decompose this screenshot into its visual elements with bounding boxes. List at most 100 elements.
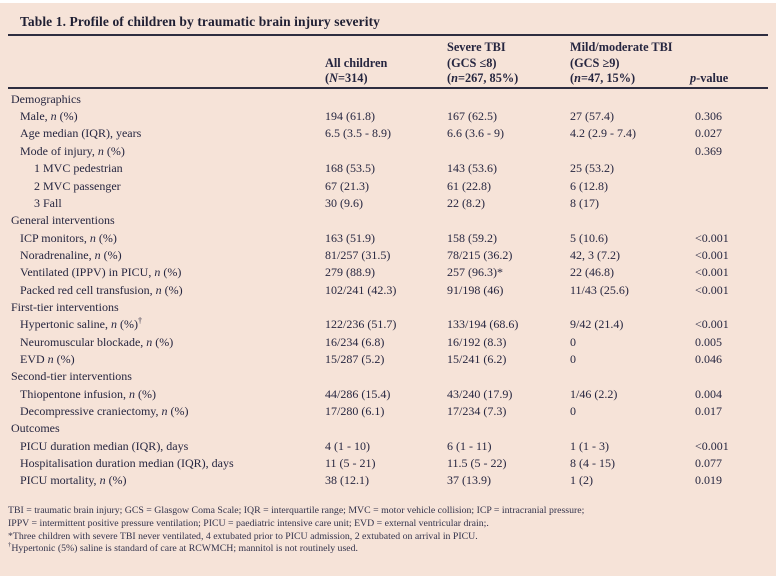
row-label: Noradrenaline, n (%)	[20, 247, 122, 262]
cell-severe-tbi: 257 (96.3)*	[447, 265, 503, 280]
cell-all-children: 122/236 (51.7)	[325, 317, 397, 332]
cell-p-value: 0.005	[695, 334, 722, 349]
section-row: Outcomes	[8, 420, 768, 437]
header-line	[8, 56, 325, 72]
cell-p-value: 0.017	[695, 403, 722, 418]
row-label: EVD n (%)	[20, 351, 75, 366]
table-row: Age median (IQR), years 6.5 (3.5 - 8.9) 6.…	[8, 125, 768, 142]
table-row: Hospitalisation duration median (IQR), d…	[8, 455, 768, 472]
table-header: All children (N=314) Severe TBI (GCS ≤8) (n=…	[8, 40, 768, 87]
cell-all-children	[325, 299, 447, 316]
cell-mild-moderate-tbi	[570, 212, 690, 229]
table-row: 3 Fall 30 (9.6) 22 (8.2) 8 (17)	[8, 195, 768, 212]
row-label: Male, n (%)	[20, 109, 78, 124]
table-row: 1 MVC pedestrian 168 (53.5) 143 (53.6) 25 (…	[8, 160, 768, 177]
table-footnotes: TBI = traumatic brain injury; GCS = Glas…	[8, 505, 768, 557]
cell-p-value	[690, 195, 768, 212]
cell-all-children: 16/234 (6.8)	[325, 334, 385, 349]
row-label: 3 Fall	[34, 195, 62, 210]
cell-p-value	[690, 212, 768, 229]
cell-mild-moderate-tbi: 8 (4 - 15)	[570, 456, 615, 470]
section-row: Second-tier interventions	[8, 368, 768, 385]
cell-all-children: 44/286 (15.4)	[325, 386, 391, 401]
cell-mild-moderate-tbi: 9/42 (21.4)	[570, 317, 624, 332]
row-label: Demographics	[11, 91, 81, 106]
cell-p-value: <0.001	[695, 265, 729, 280]
cell-all-children: 30 (9.6)	[325, 195, 363, 210]
table-row: Noradrenaline, n (%) 81/257 (31.5) 78/215 …	[8, 247, 768, 264]
cell-mild-moderate-tbi: 25 (53.2)	[570, 161, 614, 176]
cell-severe-tbi: 91/198 (46)	[447, 282, 504, 297]
cell-severe-tbi: 37 (13.9)	[447, 473, 491, 488]
table-row: Hypertonic saline, n (%)† 122/236 (51.7) 1…	[8, 316, 768, 333]
cell-severe-tbi	[447, 368, 570, 385]
cell-p-value	[690, 368, 768, 385]
row-label: Thiopentone infusion, n (%)	[20, 386, 156, 401]
table-row: 2 MVC passenger 67 (21.3) 61 (22.8) 6 (12.8…	[8, 178, 768, 195]
row-label: 2 MVC passenger	[34, 178, 121, 193]
cell-p-value: <0.001	[695, 230, 729, 245]
section-row: First-tier interventions	[8, 299, 768, 316]
header-line: (n=47, 15%)	[570, 71, 636, 86]
cell-all-children: 15/287 (5.2)	[325, 351, 385, 366]
row-label: Mode of injury, n (%)	[20, 143, 125, 158]
header-line: (GCS ≥9)	[570, 55, 620, 70]
cell-p-value	[690, 91, 768, 108]
cell-severe-tbi: 15/241 (6.2)	[447, 351, 507, 366]
cell-mild-moderate-tbi: 1 (1 - 3)	[570, 438, 609, 453]
cell-p-value: 0.369	[695, 143, 722, 158]
row-label: 1 MVC pedestrian	[34, 161, 123, 176]
row-label: PICU duration median (IQR), days	[20, 438, 189, 453]
cell-p-value: <0.001	[695, 438, 729, 453]
cell-severe-tbi: 6 (1 - 11)	[447, 438, 492, 453]
header-line: (n=267, 85%)	[447, 71, 519, 86]
cell-mild-moderate-tbi: 0	[570, 403, 576, 418]
header-line: (GCS ≤8)	[447, 55, 497, 70]
cell-severe-tbi: 17/234 (7.3)	[447, 403, 507, 418]
cell-all-children: 11 (5 - 21)	[325, 456, 376, 470]
cell-all-children: 4 (1 - 10)	[325, 438, 370, 453]
row-label: Packed red cell transfusion, n (%)	[20, 282, 183, 297]
cell-mild-moderate-tbi: 42, 3 (7.2)	[570, 247, 620, 262]
cell-all-children: 81/257 (31.5)	[325, 247, 391, 262]
row-label: ICP monitors, n (%)	[20, 230, 117, 245]
header-line: Mild/moderate TBI	[570, 40, 673, 54]
cell-severe-tbi	[447, 299, 570, 316]
cell-mild-moderate-tbi: 8 (17)	[570, 195, 599, 210]
header-line: All children	[325, 55, 388, 70]
cell-mild-moderate-tbi	[570, 91, 690, 108]
cell-all-children: 17/280 (6.1)	[325, 403, 385, 418]
cell-mild-moderate-tbi: 5 (10.6)	[570, 230, 608, 245]
cell-p-value: <0.001	[695, 247, 729, 262]
header-line	[8, 40, 325, 56]
cell-p-value: <0.001	[695, 282, 729, 297]
cell-all-children	[325, 420, 447, 437]
cell-severe-tbi	[447, 143, 570, 160]
footnote-line: TBI = traumatic brain injury; GCS = Glas…	[8, 504, 585, 516]
header-line	[690, 40, 768, 56]
cell-mild-moderate-tbi: 0	[570, 351, 576, 366]
header-line: p-value	[690, 71, 729, 86]
cell-mild-moderate-tbi: 22 (46.8)	[570, 265, 614, 280]
cell-mild-moderate-tbi: 1 (2)	[570, 473, 593, 488]
cell-severe-tbi	[447, 91, 570, 108]
cell-all-children	[325, 368, 447, 385]
cell-p-value	[690, 299, 768, 316]
cell-severe-tbi: 6.6 (3.6 - 9)	[447, 126, 504, 141]
cell-mild-moderate-tbi: 0	[570, 334, 576, 349]
cell-mild-moderate-tbi: 27 (57.4)	[570, 109, 614, 124]
table-row: Neuromuscular blockade, n (%) 16/234 (6.8…	[8, 334, 768, 351]
cell-severe-tbi: 61 (22.8)	[447, 178, 491, 193]
header-line	[690, 56, 768, 72]
header-col-all-children: All children (N=314)	[325, 40, 447, 87]
section-row: Demographics	[8, 91, 768, 108]
row-label: PICU mortality, n (%)	[20, 473, 127, 488]
cell-severe-tbi: 167 (62.5)	[447, 109, 497, 124]
table-row: Thiopentone infusion, n (%) 44/286 (15.4)…	[8, 386, 768, 403]
cell-mild-moderate-tbi	[570, 420, 690, 437]
cell-mild-moderate-tbi: 4.2 (2.9 - 7.4)	[570, 126, 636, 141]
cell-p-value: 0.004	[695, 386, 722, 401]
cell-severe-tbi: 11.5 (5 - 22)	[447, 456, 507, 470]
cell-p-value	[690, 178, 768, 195]
cell-mild-moderate-tbi	[570, 143, 690, 160]
